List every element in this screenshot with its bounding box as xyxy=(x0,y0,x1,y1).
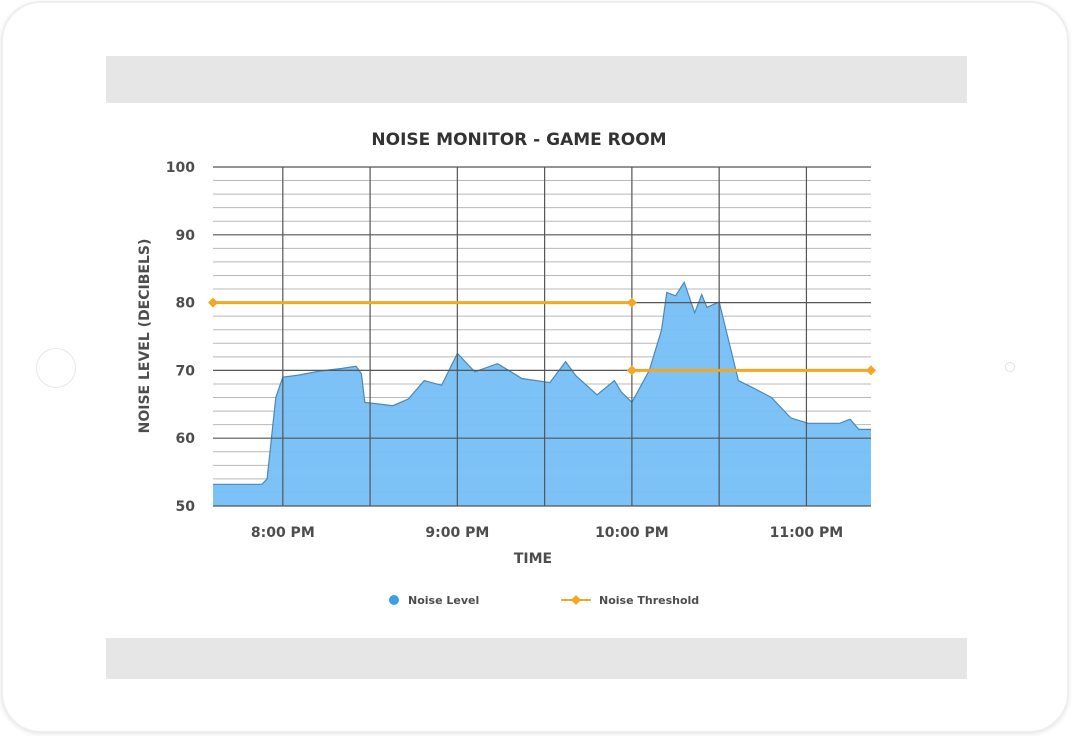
noise-threshold-marker xyxy=(866,365,876,376)
home-button[interactable] xyxy=(36,348,76,388)
noise-chart: NOISE MONITOR - GAME ROOM 5060708090100 … xyxy=(137,130,876,607)
y-tick-label: 100 xyxy=(166,160,195,176)
legend: Noise Level Noise Threshold xyxy=(389,594,699,607)
x-tick-label: 11:00 PM xyxy=(770,525,844,541)
screen-bottom-bar xyxy=(106,638,967,679)
major-gridlines xyxy=(213,166,871,507)
noise-level-area-layer xyxy=(213,280,871,506)
x-tick-labels: 8:00 PM 9:00 PM 10:00 PM 11:00 PM xyxy=(251,525,843,541)
y-tick-labels: 50 60 70 80 90 100 xyxy=(166,160,195,515)
y-axis-title: NOISE LEVEL (DECIBELS) xyxy=(137,239,153,434)
screen-top-bar xyxy=(106,56,967,103)
noise-threshold-marker xyxy=(208,297,218,308)
x-tick-label: 8:00 PM xyxy=(251,525,315,541)
tablet-screen: NOISE MONITOR - GAME ROOM 50 60 70 80 90 100 … xyxy=(106,56,967,679)
noise-threshold-marker xyxy=(626,365,637,376)
legend-noise-threshold-label: Noise Threshold xyxy=(599,594,699,607)
noise-level-line xyxy=(213,280,871,485)
noise-threshold-layer xyxy=(208,297,876,376)
x-axis-title: TIME xyxy=(514,551,552,567)
legend-noise-level-marker xyxy=(389,595,399,605)
y-tick-label: 80 xyxy=(176,296,196,312)
noise-threshold-marker xyxy=(626,297,637,308)
x-tick-label: 10:00 PM xyxy=(595,525,669,541)
y-tick-label: 60 xyxy=(176,431,196,447)
y-tick-label: 90 xyxy=(176,228,196,244)
legend-noise-level-label: Noise Level xyxy=(408,594,479,607)
y-tick-label: 70 xyxy=(176,363,196,379)
chart-title: NOISE MONITOR - GAME ROOM xyxy=(371,130,666,150)
legend-noise-threshold-marker xyxy=(571,595,581,605)
noise-level-area xyxy=(213,282,871,506)
x-tick-label: 9:00 PM xyxy=(425,525,489,541)
camera-dot xyxy=(1005,362,1015,372)
y-tick-label: 50 xyxy=(176,499,196,515)
